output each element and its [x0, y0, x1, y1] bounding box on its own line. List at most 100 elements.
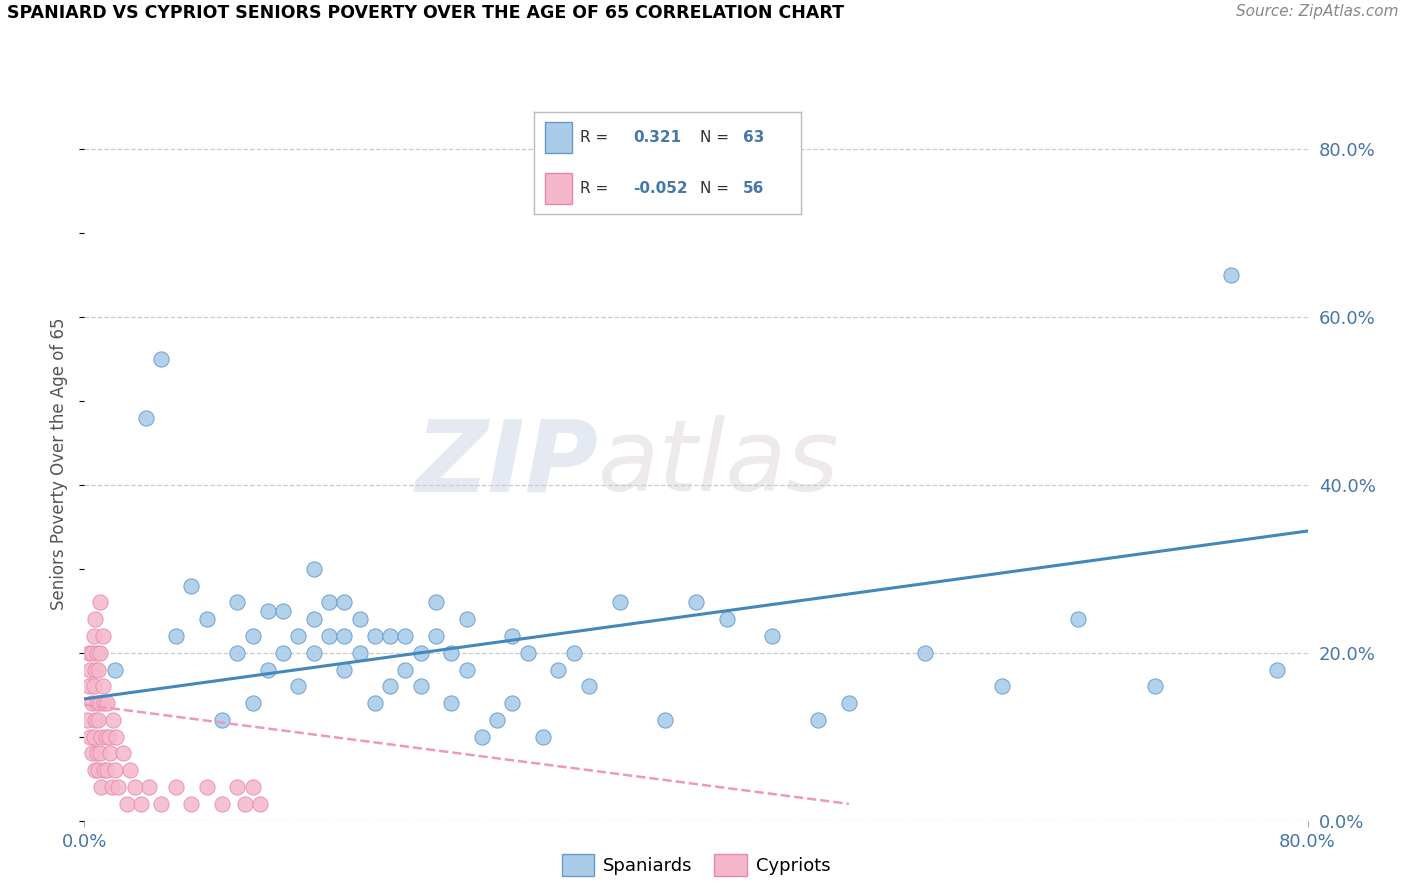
- Point: [1067, 612, 1090, 626]
- Point: [94, 730, 117, 744]
- Point: [349, 612, 371, 626]
- Point: [761, 629, 783, 643]
- Text: R =: R =: [579, 129, 607, 145]
- Y-axis label: Seniors Poverty Over the Age of 65: Seniors Poverty Over the Age of 65: [51, 318, 69, 610]
- Point: [425, 629, 447, 643]
- Point: [456, 663, 478, 677]
- Point: [471, 730, 494, 744]
- Point: [333, 595, 356, 609]
- Point: [89, 747, 111, 761]
- Point: [124, 780, 146, 794]
- Point: [685, 595, 707, 609]
- Point: [93, 696, 115, 710]
- Point: [105, 730, 128, 744]
- Point: [1220, 268, 1243, 282]
- Point: [93, 764, 115, 778]
- Point: [502, 696, 524, 710]
- Point: [149, 351, 172, 366]
- Point: [233, 797, 256, 811]
- Point: [77, 646, 100, 660]
- Point: [165, 629, 187, 643]
- Point: [456, 612, 478, 626]
- Legend: Spaniards, Cypriots: Spaniards, Cypriots: [554, 847, 838, 883]
- Point: [547, 663, 569, 677]
- Point: [89, 646, 111, 660]
- Text: SPANIARD VS CYPRIOT SENIORS POVERTY OVER THE AGE OF 65 CORRELATION CHART: SPANIARD VS CYPRIOT SENIORS POVERTY OVER…: [7, 4, 844, 22]
- Point: [77, 679, 100, 693]
- Point: [86, 747, 108, 761]
- Text: 56: 56: [742, 181, 763, 196]
- Point: [287, 629, 309, 643]
- Point: [79, 663, 101, 677]
- Point: [84, 713, 107, 727]
- Point: [87, 713, 110, 727]
- Point: [80, 646, 103, 660]
- Point: [991, 679, 1014, 693]
- Point: [531, 730, 554, 744]
- Point: [302, 612, 325, 626]
- Point: [440, 646, 463, 660]
- Point: [135, 410, 157, 425]
- Text: R =: R =: [579, 181, 607, 196]
- Text: N =: N =: [700, 129, 728, 145]
- Point: [394, 663, 416, 677]
- Point: [90, 730, 112, 744]
- Point: [271, 604, 294, 618]
- Point: [333, 663, 356, 677]
- Point: [91, 679, 114, 693]
- Point: [609, 595, 631, 609]
- Point: [86, 646, 108, 660]
- Point: [838, 696, 860, 710]
- Point: [516, 646, 538, 660]
- Point: [91, 629, 114, 643]
- Point: [138, 780, 160, 794]
- Point: [83, 679, 105, 693]
- Point: [76, 713, 98, 727]
- Point: [380, 629, 402, 643]
- Text: 63: 63: [742, 129, 763, 145]
- Text: Source: ZipAtlas.com: Source: ZipAtlas.com: [1236, 4, 1399, 20]
- Point: [1265, 663, 1288, 677]
- Point: [129, 797, 152, 811]
- Point: [425, 595, 447, 609]
- Point: [807, 713, 830, 727]
- Point: [96, 696, 118, 710]
- Point: [257, 604, 280, 618]
- Point: [380, 679, 402, 693]
- Point: [409, 679, 432, 693]
- Bar: [546, 122, 572, 153]
- Point: [486, 713, 509, 727]
- Point: [83, 629, 105, 643]
- Point: [180, 578, 202, 592]
- Point: [242, 629, 264, 643]
- Point: [226, 780, 249, 794]
- Point: [578, 679, 600, 693]
- Point: [287, 679, 309, 693]
- Text: N =: N =: [700, 181, 728, 196]
- Point: [195, 780, 218, 794]
- Point: [364, 629, 387, 643]
- Point: [271, 646, 294, 660]
- Point: [107, 780, 129, 794]
- Point: [242, 696, 264, 710]
- Point: [96, 764, 118, 778]
- Point: [87, 663, 110, 677]
- Point: [1143, 679, 1166, 693]
- Point: [409, 646, 432, 660]
- Point: [211, 713, 233, 727]
- Point: [318, 595, 340, 609]
- Point: [364, 696, 387, 710]
- Point: [115, 797, 138, 811]
- Point: [349, 646, 371, 660]
- Point: [103, 713, 125, 727]
- Point: [226, 595, 249, 609]
- Point: [165, 780, 187, 794]
- Point: [90, 780, 112, 794]
- Point: [120, 764, 142, 778]
- Point: [87, 764, 110, 778]
- Point: [394, 629, 416, 643]
- Point: [502, 629, 524, 643]
- Point: [302, 562, 325, 576]
- Point: [97, 730, 120, 744]
- Point: [249, 797, 271, 811]
